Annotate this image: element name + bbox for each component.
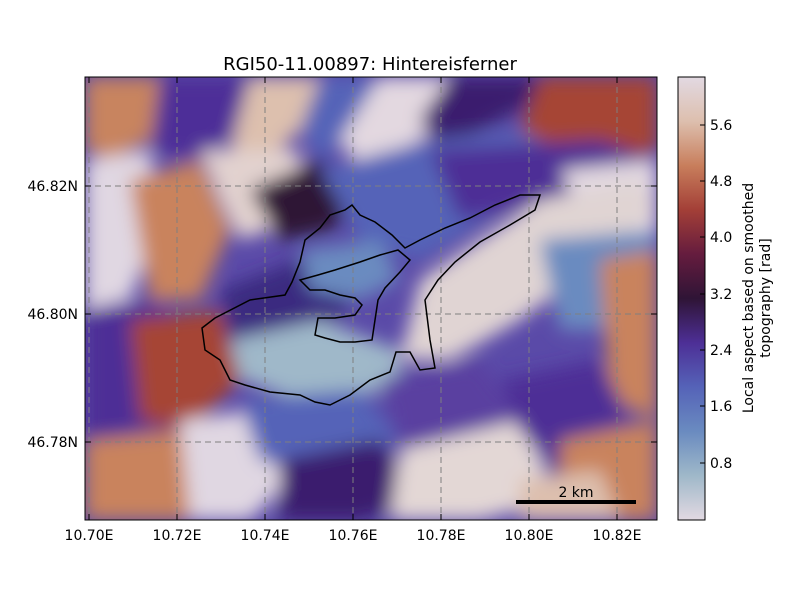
colorbar-label-line2: topography [rad]	[758, 238, 774, 357]
aspect-raster	[85, 77, 657, 520]
x-tick-label: 10.74E	[241, 528, 290, 544]
y-tick-labels: 46.82N 46.80N 46.78N	[27, 179, 78, 451]
colorbar-tick-label: 0.8	[710, 456, 732, 472]
y-tick-label: 46.80N	[27, 307, 78, 323]
y-tick-label: 46.78N	[27, 435, 78, 451]
x-tick-labels: 10.70E 10.72E 10.74E 10.76E 10.78E 10.80…	[65, 528, 642, 544]
x-tick-label: 10.82E	[593, 528, 642, 544]
axis-tick-marks	[85, 77, 657, 520]
scale-bar-label: 2 km	[558, 485, 593, 501]
colorbar-tick-label: 5.6	[710, 118, 732, 134]
x-tick-label: 10.78E	[417, 528, 466, 544]
colorbar-label-line1: Local aspect based on smoothed	[741, 183, 757, 413]
colorbar: 0.8 1.6 2.4 3.2 4.0 4.8 5.6 Local aspect…	[677, 76, 774, 521]
y-tick-label: 46.82N	[27, 179, 78, 195]
colorbar-tick-label: 3.2	[710, 287, 732, 303]
colorbar-tick-label: 2.4	[710, 343, 732, 359]
x-tick-label: 10.76E	[329, 528, 378, 544]
colorbar-tick-label: 4.0	[710, 230, 732, 246]
glacier-outline	[201, 194, 542, 406]
colorbar-tick-label: 4.8	[710, 174, 732, 190]
x-tick-label: 10.80E	[505, 528, 554, 544]
colorbar-gradient	[677, 76, 706, 521]
scale-bar: 2 km	[516, 485, 636, 504]
map-title: RGI50-11.00897: Hintereisferner	[223, 54, 517, 75]
colorbar-tick-label: 1.6	[710, 399, 732, 415]
x-tick-label: 10.72E	[153, 528, 202, 544]
grid-lines	[85, 77, 657, 520]
x-tick-label: 10.70E	[65, 528, 114, 544]
map-frame	[84, 76, 658, 521]
